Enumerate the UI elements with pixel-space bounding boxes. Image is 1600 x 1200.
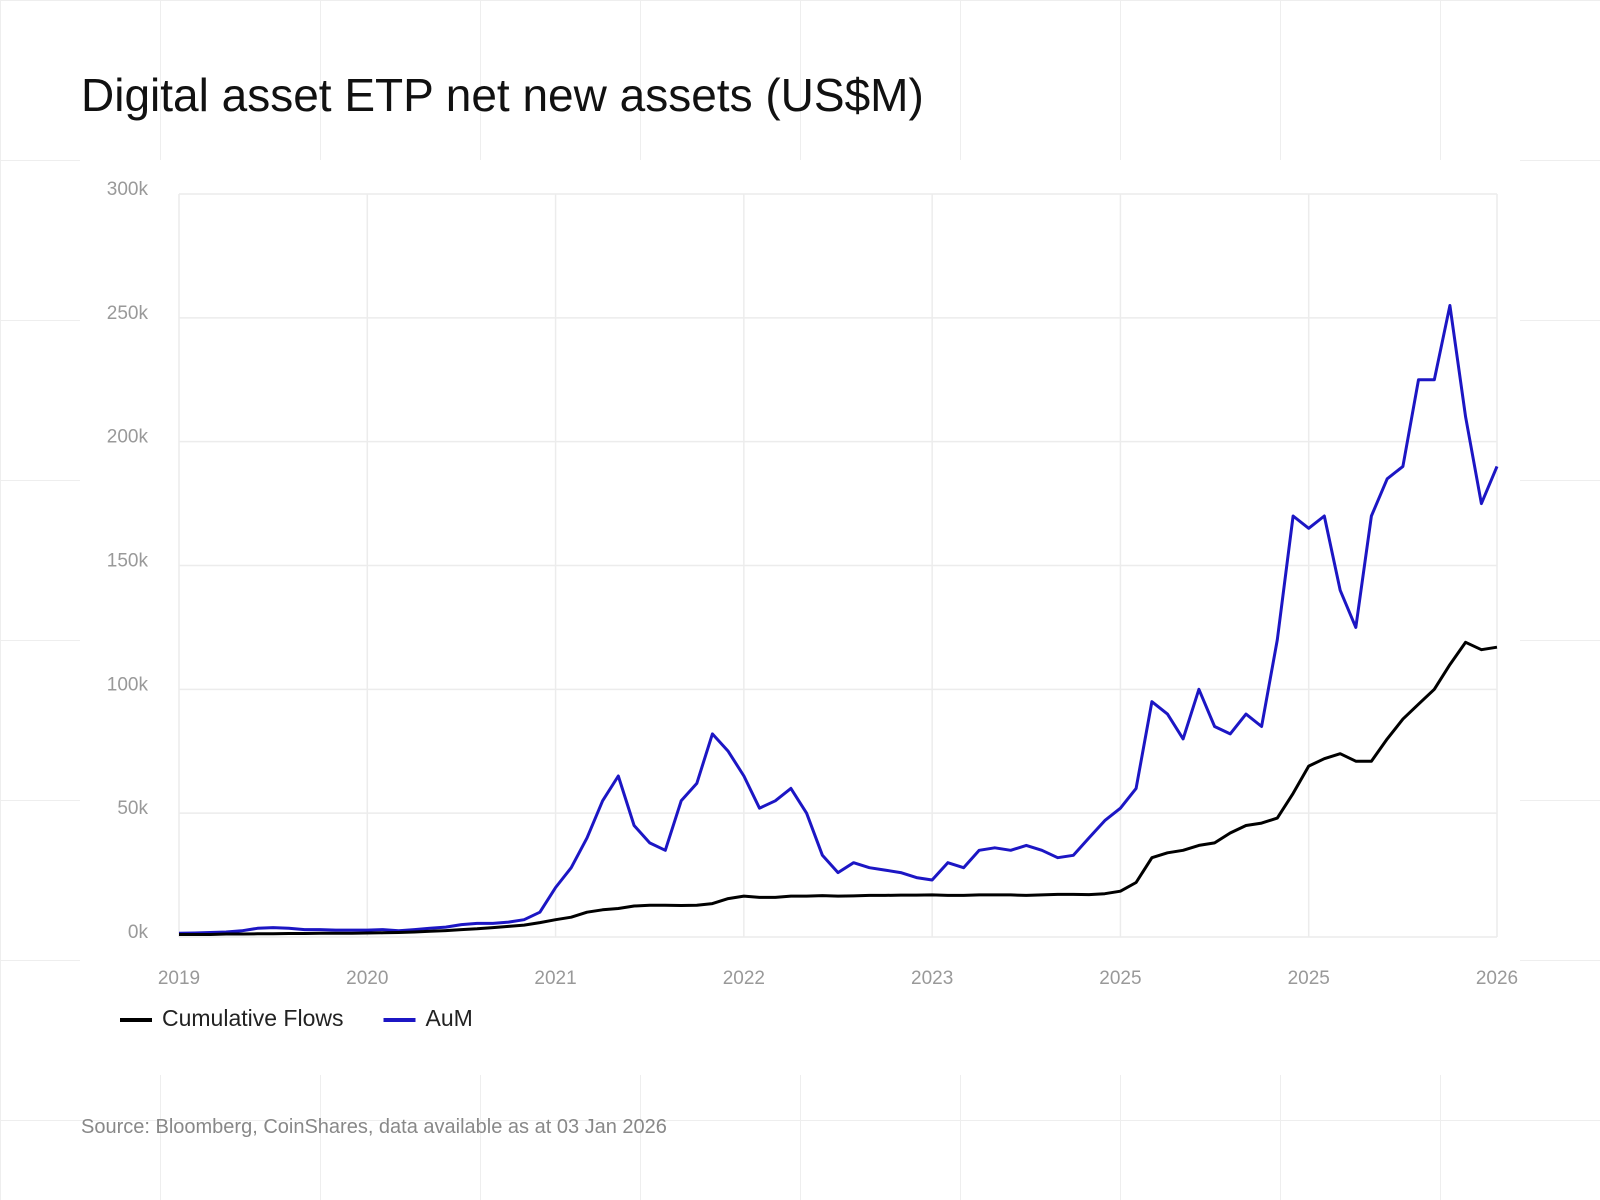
x-tick-label: 2019	[158, 968, 200, 989]
x-tick-label: 2023	[911, 968, 953, 989]
x-tick-label: 2025	[1099, 968, 1141, 989]
y-tick-label: 0k	[128, 922, 149, 943]
x-tick-label: 2020	[346, 968, 388, 989]
series-line	[179, 640, 1498, 936]
y-tick-label: 300k	[107, 179, 149, 200]
x-tick-label: 2022	[723, 968, 765, 989]
chart-title: Digital asset ETP net new assets (US$M)	[81, 69, 924, 121]
y-tick-label: 150k	[107, 551, 149, 572]
x-tick-label: 2025	[1288, 968, 1330, 989]
source-note: Source: Bloomberg, CoinShares, data avai…	[81, 1116, 667, 1138]
legend-label: Cumulative Flows	[162, 1005, 344, 1031]
y-tick-label: 200k	[107, 427, 149, 448]
x-tick-label: 2021	[534, 968, 576, 989]
y-tick-label: 100k	[107, 674, 149, 695]
y-tick-label: 250k	[107, 303, 149, 324]
x-tick-label: 2026	[1476, 968, 1518, 989]
legend-label: AuM	[426, 1005, 473, 1031]
series-line	[178, 304, 1499, 935]
y-tick-label: 50k	[117, 798, 148, 819]
